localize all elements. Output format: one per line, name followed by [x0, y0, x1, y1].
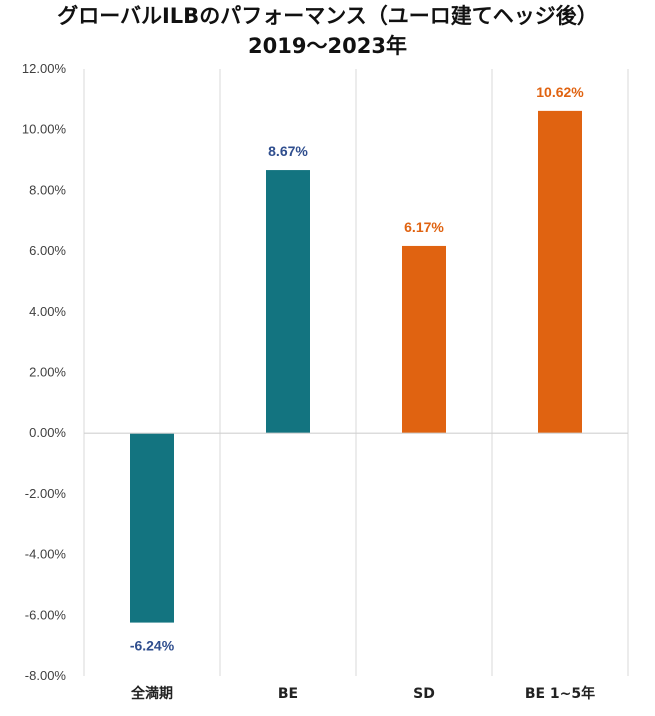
data-label: -6.24% — [130, 638, 175, 654]
bar — [130, 433, 174, 623]
x-category-label: 全満期 — [130, 685, 173, 702]
y-tick-label: -2.00% — [25, 486, 67, 501]
y-tick-label: 10.00% — [22, 122, 67, 137]
y-tick-label: -6.00% — [25, 607, 67, 622]
y-tick-label: 6.00% — [29, 243, 66, 258]
data-label: 10.62% — [536, 84, 584, 100]
bar — [402, 245, 446, 434]
x-category-label: BE 1~5年 — [525, 685, 595, 702]
data-label: 8.67% — [268, 143, 308, 159]
y-tick-label: 2.00% — [29, 365, 66, 380]
bar — [538, 110, 582, 434]
y-tick-label: -8.00% — [25, 668, 67, 683]
y-tick-label: 8.00% — [29, 182, 66, 197]
y-tick-label: -4.00% — [25, 547, 67, 562]
chart-subtitle: 2019～2023年 — [248, 34, 407, 58]
y-tick-label: 0.00% — [29, 425, 66, 440]
x-category-label: SD — [413, 686, 435, 702]
chart-title: グローバルILBのパフォーマンス（ユーロ建てヘッジ後） — [57, 4, 598, 28]
data-label: 6.17% — [404, 219, 444, 235]
bar — [266, 170, 310, 434]
x-category-label: BE — [278, 686, 298, 702]
y-tick-label: 12.00% — [22, 61, 67, 76]
y-tick-label: 4.00% — [29, 304, 66, 319]
